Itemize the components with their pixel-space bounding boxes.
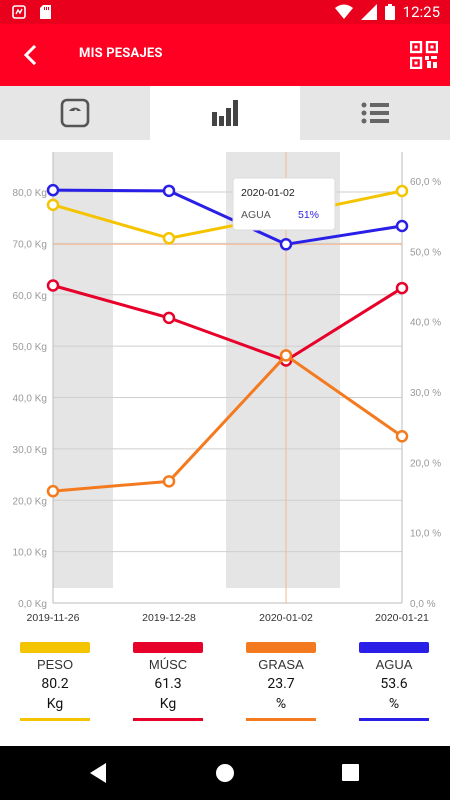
y-left-tick-label: 10,0 Kg (13, 548, 47, 559)
battery-icon (384, 4, 395, 20)
app-bar: MIS PESAJES (0, 24, 450, 86)
data-point-agua[interactable] (46, 183, 60, 197)
series-line-músc (52, 284, 403, 363)
y-left-tick-label: 30,0 Kg (13, 445, 47, 456)
y-right-tick-label: 0,0 % (410, 599, 436, 610)
data-point-músc[interactable] (395, 281, 409, 295)
series-line-peso (52, 189, 403, 240)
y-right-tick-label: 60,0 % (410, 177, 441, 188)
y-right-tick-label: 30,0 % (410, 388, 441, 399)
legend-grasa-swatch (246, 642, 316, 653)
y-right-tick-label: 20,0 % (410, 458, 441, 469)
data-point-grasa[interactable] (395, 430, 409, 443)
qr-code-icon[interactable] (410, 41, 438, 69)
data-point-agua[interactable] (395, 219, 409, 233)
y-right-tick-label: 40,0 % (410, 318, 441, 329)
legend-musc[interactable]: MÚSC 61.3 Kg (118, 636, 218, 721)
data-point-agua[interactable] (162, 184, 176, 198)
page-title: MIS PESAJES (79, 46, 163, 61)
y-left-tick-label: 80,0 Kg (13, 188, 47, 199)
legend-agua-unit: % (388, 696, 400, 712)
y-right-tick-label: 50,0 % (410, 247, 441, 258)
weight-chart[interactable]: 0,0 Kg 10,0 Kg 20,0 Kg 30,0 Kg 40,0 Kg 50,0 K… (0, 140, 450, 630)
tab-scale[interactable] (0, 86, 150, 140)
series-line-grasa (52, 353, 403, 493)
nav-back-icon[interactable] (88, 762, 108, 784)
legend-peso-value: 80.2 (41, 676, 69, 692)
legend-agua-value: 53.6 (380, 676, 408, 692)
chart-band (53, 152, 113, 588)
data-point-músc[interactable] (162, 311, 176, 325)
series-line-agua (52, 188, 403, 246)
list-icon (361, 102, 389, 124)
legend-agua-underline (359, 718, 429, 721)
y-left-tick-label: 70,0 Kg (13, 239, 47, 250)
bar-chart-icon (212, 100, 238, 126)
legend-musc-value: 61.3 (154, 676, 182, 692)
legend-grasa-value: 23.7 (267, 676, 295, 692)
data-point-peso[interactable] (162, 231, 176, 245)
data-point-grasa[interactable] (46, 484, 60, 498)
x-tick-label: 2020-01-21 (375, 612, 429, 624)
y-left-tick-label: 40,0 Kg (13, 394, 47, 405)
legend-agua[interactable]: AGUA 53.6 % (344, 636, 444, 721)
nav-recents-icon[interactable] (342, 764, 359, 781)
status-bar: 12:25 (0, 0, 450, 24)
legend-grasa[interactable]: GRASA 23.7 % (231, 636, 331, 721)
legend-peso-label: PESO (36, 657, 74, 672)
chart-legend: PESO 80.2 Kg MÚSC 61.3 Kg GRASA 23.7 % A… (0, 636, 450, 732)
nav-home-icon[interactable] (215, 763, 235, 783)
tooltip-label: AGUA (241, 209, 271, 221)
tab-chart[interactable] (150, 86, 300, 140)
tab-list[interactable] (300, 86, 450, 140)
data-point-agua[interactable] (279, 238, 293, 251)
y-right-tick-label: 10,0 % (410, 529, 441, 540)
system-nav-bar (0, 746, 450, 800)
legend-musc-underline (133, 718, 203, 721)
legend-peso[interactable]: PESO 80.2 Kg (5, 636, 105, 721)
data-point-peso[interactable] (46, 198, 60, 212)
data-point-grasa[interactable] (279, 349, 293, 362)
legend-grasa-label: GRASA (258, 657, 304, 672)
scale-icon (60, 98, 90, 128)
legend-peso-unit: Kg (46, 696, 64, 712)
data-point-músc[interactable] (46, 279, 60, 292)
y-left-tick-label: 60,0 Kg (13, 291, 47, 302)
cell-signal-icon (360, 4, 377, 20)
view-tabs (0, 86, 450, 140)
tooltip-date: 2020-01-02 (241, 187, 295, 199)
x-tick-label: 2019-11-26 (27, 612, 80, 624)
chart-tooltip (232, 177, 336, 231)
legend-musc-unit: Kg (159, 696, 177, 712)
sd-card-icon (40, 5, 51, 19)
notification-icon (12, 5, 26, 19)
legend-grasa-underline (246, 718, 316, 721)
legend-agua-swatch (359, 642, 429, 653)
status-time: 12:25 (402, 3, 440, 21)
wifi-icon (334, 4, 353, 19)
x-tick-label: 2019-12-28 (142, 612, 196, 624)
back-arrow-icon[interactable] (18, 42, 44, 68)
y-left-tick-label: 50,0 Kg (13, 342, 47, 353)
y-left-tick-label: 0,0 Kg (18, 599, 47, 610)
legend-peso-underline (20, 718, 90, 721)
legend-grasa-unit: % (275, 696, 287, 712)
y-left-tick-label: 20,0 Kg (13, 496, 47, 507)
legend-musc-swatch (133, 642, 203, 653)
data-point-grasa[interactable] (162, 475, 176, 488)
x-tick-label: 2020-01-02 (259, 612, 313, 624)
legend-agua-label: AGUA (375, 657, 413, 672)
tooltip-value: 51% (298, 209, 319, 221)
legend-musc-label: MÚSC (148, 657, 188, 672)
legend-peso-swatch (20, 642, 90, 653)
data-point-peso[interactable] (395, 184, 409, 198)
